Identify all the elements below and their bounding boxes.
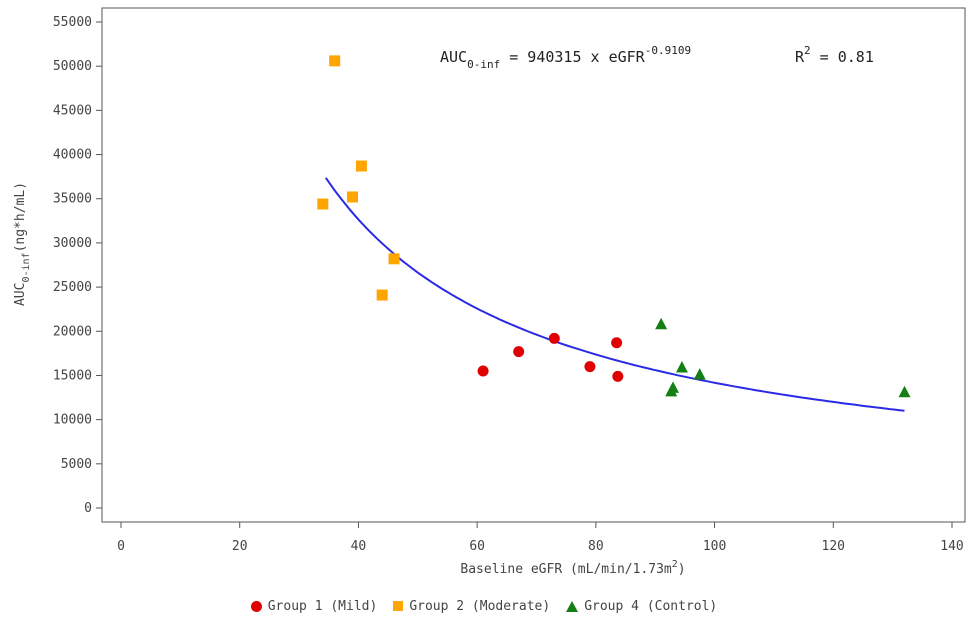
y-tick-label: 35000 xyxy=(53,192,92,207)
x-tick-label: 100 xyxy=(703,539,726,554)
data-point-group2 xyxy=(346,191,358,203)
data-point-group1 xyxy=(584,361,596,373)
data-point-group4 xyxy=(675,361,688,373)
triangle-marker-icon xyxy=(566,600,579,612)
square-marker-icon xyxy=(393,601,404,611)
data-point-group2 xyxy=(388,253,400,265)
axes: 0 20 40 60 80 100 120 140 0 5000 10000 15000 20000 25… xyxy=(53,7,966,554)
y-tick-label: 10000 xyxy=(53,413,92,428)
data-points xyxy=(317,55,911,398)
y-tick-label: 30000 xyxy=(53,236,92,251)
legend: Group 1 (Mild) Group 2 (Moderate) Group … xyxy=(0,596,968,616)
legend-item-group2: Group 2 (Moderate) xyxy=(393,599,550,614)
x-tick-label: 40 xyxy=(351,539,367,554)
data-point-group4 xyxy=(655,317,668,330)
legend-item-group4: Group 4 (Control) xyxy=(566,599,717,614)
y-tick-label: 20000 xyxy=(53,324,92,339)
y-tick-label: 0 xyxy=(84,501,92,516)
data-point-group2 xyxy=(329,55,341,67)
data-point-group2 xyxy=(376,289,388,301)
data-point-group1 xyxy=(611,337,623,349)
data-point-group4 xyxy=(898,385,911,398)
x-tick-label: 20 xyxy=(232,539,248,554)
x-tick-label: 120 xyxy=(822,539,845,554)
legend-label-group2: Group 2 (Moderate) xyxy=(409,598,551,614)
data-point-group1 xyxy=(477,365,489,377)
y-tick-label: 50000 xyxy=(53,59,92,74)
r-squared: R2 = 0.81 xyxy=(795,44,874,66)
x-tick-label: 0 xyxy=(117,539,125,554)
data-point-group1 xyxy=(612,370,624,382)
legend-label-group4: Group 4 (Control) xyxy=(584,598,718,614)
data-point-group2 xyxy=(317,198,329,210)
y-tick-label: 40000 xyxy=(53,148,92,163)
data-point-group2 xyxy=(355,160,367,172)
scatter-chart: 0 20 40 60 80 100 120 140 0 5000 10000 15000 20000 25… xyxy=(13,7,966,577)
y-tick-label: 15000 xyxy=(53,368,92,383)
y-axis-title: AUC0-inf(ng*h/mL) xyxy=(13,182,32,306)
data-point-group1 xyxy=(548,332,560,344)
legend-label-group1: Group 1 (Mild) xyxy=(267,598,378,614)
y-tick-label: 5000 xyxy=(61,457,92,472)
x-axis-title: Baseline eGFR (mL/min/1.73m2) xyxy=(460,559,685,577)
fit-equation: AUC0-inf = 940315 x eGFR-0.9109 xyxy=(440,44,691,71)
fit-curve xyxy=(324,177,905,412)
y-tick-label: 45000 xyxy=(53,103,92,118)
x-tick-label: 80 xyxy=(588,539,604,554)
data-point-group4 xyxy=(665,384,678,397)
fit-curve-layer xyxy=(324,177,905,412)
x-tick-label: 60 xyxy=(469,539,485,554)
plot-frame xyxy=(101,7,966,523)
legend-item-group1: Group 1 (Mild) xyxy=(250,598,378,614)
x-tick-label: 140 xyxy=(940,539,963,554)
y-tick-label: 25000 xyxy=(53,280,92,295)
data-point-group1 xyxy=(513,346,525,358)
data-point-group4 xyxy=(693,368,706,380)
y-tick-label: 55000 xyxy=(53,15,92,30)
circle-marker-icon xyxy=(250,600,262,612)
